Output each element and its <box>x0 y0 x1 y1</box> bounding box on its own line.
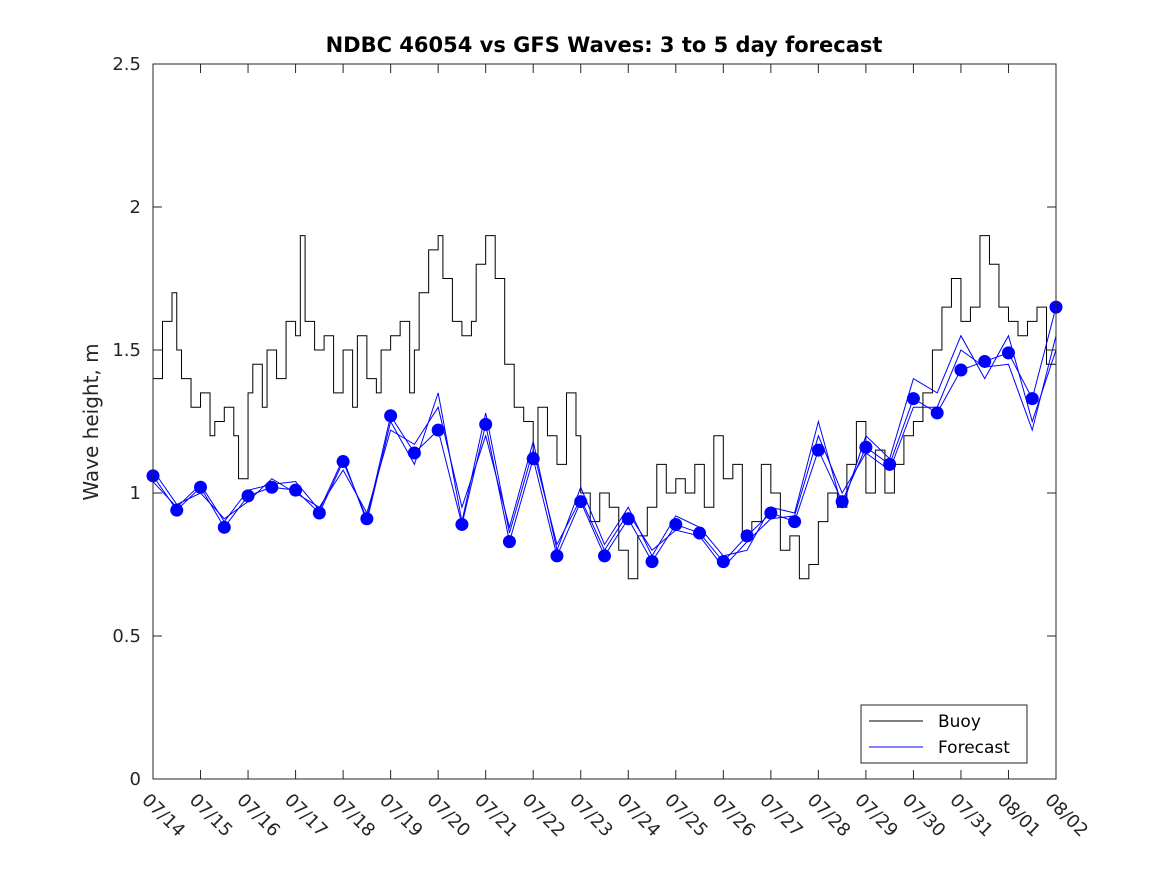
x-tick-label: 07/29 <box>850 790 902 842</box>
forecast-point <box>265 480 279 494</box>
forecast-point <box>598 549 611 563</box>
forecast-point <box>336 455 350 469</box>
forecast-point <box>479 417 493 431</box>
x-tick-label: 07/28 <box>803 790 855 842</box>
x-tick-label: 07/25 <box>660 790 712 842</box>
forecast-point <box>526 452 540 466</box>
forecast-point <box>550 549 564 563</box>
forecast-point <box>811 443 825 457</box>
forecast-point <box>835 495 849 509</box>
y-tick-label: 2.5 <box>112 54 141 75</box>
forecast-point <box>669 517 683 531</box>
x-tick-label: 07/27 <box>755 790 807 842</box>
forecast-point <box>740 529 754 543</box>
x-tick-label: 07/17 <box>280 790 332 842</box>
forecast-point <box>978 354 992 368</box>
legend-buoy-label: Buoy <box>938 712 981 732</box>
forecast-point <box>764 506 778 520</box>
y-tick-label: 0.5 <box>112 626 141 647</box>
legend-box <box>860 704 1028 764</box>
x-tick-label: 07/14 <box>137 790 189 842</box>
forecast-point <box>1025 392 1039 406</box>
x-tick-label: 07/22 <box>518 790 570 842</box>
forecast-point <box>289 483 303 497</box>
x-tick-label: 07/24 <box>613 790 665 842</box>
x-tick-label: 08/01 <box>993 790 1045 842</box>
forecast-point <box>360 512 374 526</box>
forecast-point <box>883 457 897 471</box>
forecast-point <box>906 392 920 406</box>
forecast-point <box>194 480 208 494</box>
buoy-series-line <box>153 235 1057 580</box>
plot-frame <box>152 63 1057 780</box>
forecast-point <box>930 406 944 420</box>
y-tick-label: 2 <box>130 197 141 218</box>
forecast-point <box>1001 346 1015 360</box>
forecast-point <box>716 555 730 569</box>
forecast-point <box>384 409 398 423</box>
forecast-series-line <box>152 334 1057 557</box>
x-tick-label: 07/31 <box>945 790 997 842</box>
legend: Buoy Forecast <box>860 704 1028 764</box>
x-tick-label: 07/20 <box>423 790 475 842</box>
x-tick-label: 07/26 <box>708 790 760 842</box>
legend-forecast-label: Forecast <box>938 738 1010 758</box>
y-tick-label: 1.5 <box>112 340 141 361</box>
forecast-point <box>502 535 516 549</box>
x-tick-label: 07/15 <box>185 790 237 842</box>
forecast-point <box>574 495 588 509</box>
forecast-point <box>170 503 184 517</box>
forecast-point <box>217 520 231 534</box>
x-tick-label: 07/19 <box>375 790 427 842</box>
forecast-point <box>645 555 659 569</box>
forecast-point <box>312 506 326 520</box>
forecast-point <box>788 515 802 529</box>
forecast-point <box>241 489 255 503</box>
forecast-point <box>407 446 421 460</box>
forecast-point <box>859 440 873 454</box>
y-tick-label: 0 <box>130 769 141 790</box>
x-tick-label: 07/30 <box>898 790 950 842</box>
x-tick-label: 08/02 <box>1040 790 1092 842</box>
chart-title: NDBC 46054 vs GFS Waves: 3 to 5 day fore… <box>326 33 883 57</box>
forecast-point <box>954 363 968 377</box>
x-tick-label: 07/18 <box>328 790 380 842</box>
series-layer <box>146 235 1063 580</box>
forecast-point <box>455 517 469 531</box>
x-tick-label: 07/21 <box>470 790 522 842</box>
forecast-point <box>431 423 445 437</box>
x-tick-label: 07/23 <box>565 790 617 842</box>
forecast-point <box>693 526 707 540</box>
forecast-point <box>621 512 635 526</box>
y-axis-label: Wave height, m <box>79 343 103 500</box>
x-tick-label: 07/16 <box>233 790 285 842</box>
y-tick-label: 1 <box>130 483 141 504</box>
